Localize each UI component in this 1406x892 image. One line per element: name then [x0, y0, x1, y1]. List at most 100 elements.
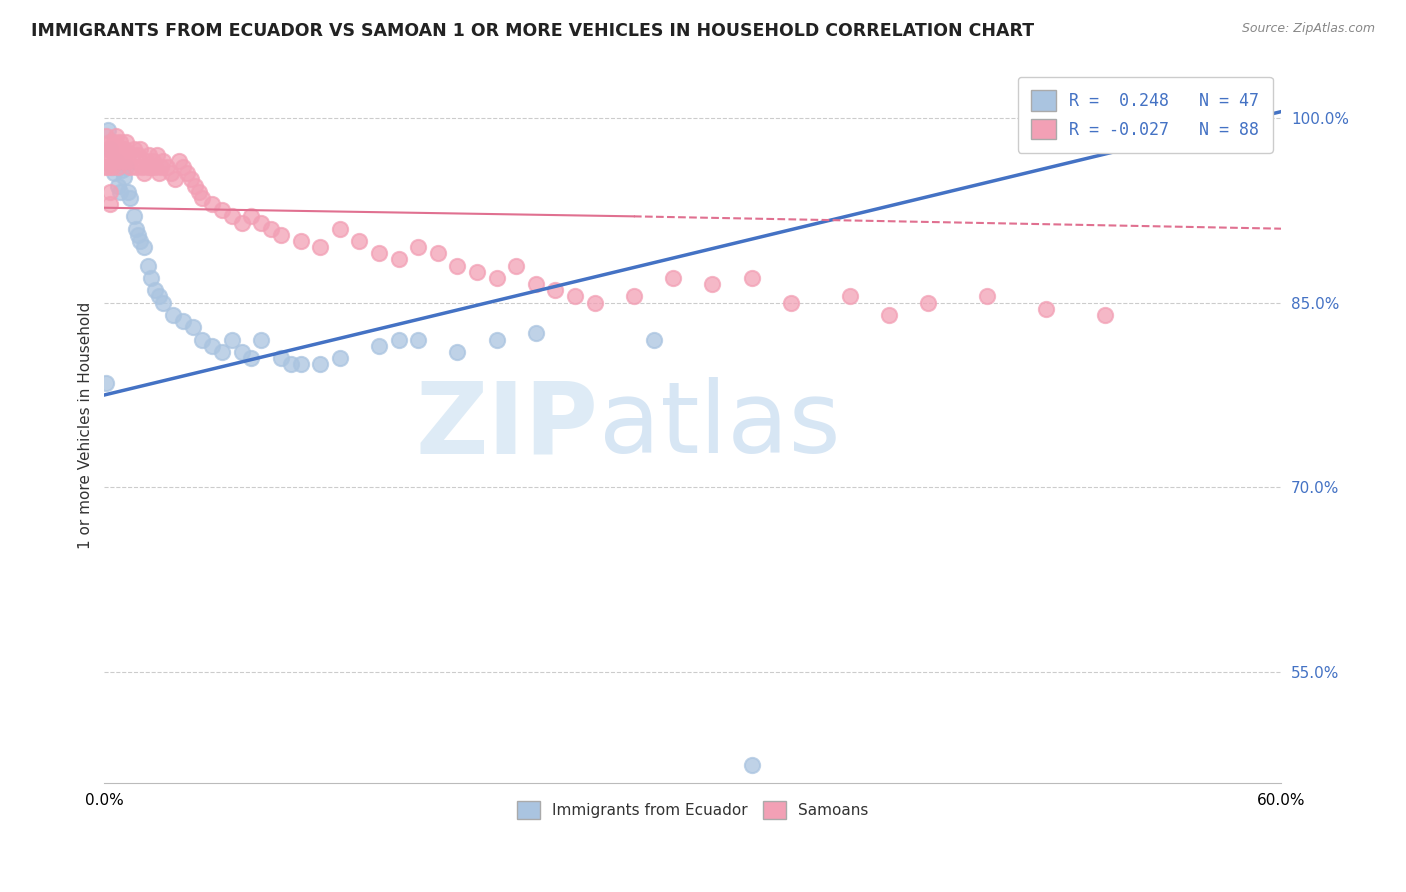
Point — [465, 265, 488, 279]
Point — [162, 308, 184, 322]
Point — [406, 240, 429, 254]
Point — [112, 169, 135, 184]
Point — [702, 277, 724, 292]
Point — [485, 333, 508, 347]
Point — [349, 234, 371, 248]
Point — [250, 215, 273, 229]
Point — [152, 295, 174, 310]
Point — [115, 160, 138, 174]
Point — [138, 147, 160, 161]
Point — [142, 153, 165, 168]
Point — [103, 166, 125, 180]
Point — [93, 160, 115, 174]
Point — [877, 308, 900, 322]
Y-axis label: 1 or more Vehicles in Household: 1 or more Vehicles in Household — [79, 302, 93, 549]
Point — [270, 227, 292, 242]
Point — [485, 271, 508, 285]
Point — [623, 289, 645, 303]
Point — [98, 142, 121, 156]
Point — [221, 210, 243, 224]
Point — [976, 289, 998, 303]
Point — [564, 289, 586, 303]
Point — [96, 147, 118, 161]
Point — [240, 210, 263, 224]
Point — [101, 142, 124, 156]
Text: IMMIGRANTS FROM ECUADOR VS SAMOAN 1 OR MORE VEHICLES IN HOUSEHOLD CORRELATION CH: IMMIGRANTS FROM ECUADOR VS SAMOAN 1 OR M… — [31, 22, 1033, 40]
Point — [146, 147, 169, 161]
Point — [156, 160, 179, 174]
Point — [118, 191, 141, 205]
Point — [148, 166, 170, 180]
Point — [221, 333, 243, 347]
Point — [309, 240, 332, 254]
Point — [309, 357, 332, 371]
Point — [97, 160, 120, 174]
Point — [132, 240, 155, 254]
Point — [583, 295, 606, 310]
Point — [176, 166, 198, 180]
Point — [111, 162, 134, 177]
Point — [180, 172, 202, 186]
Point — [112, 153, 135, 168]
Text: ZIP: ZIP — [416, 377, 599, 475]
Point — [97, 142, 120, 156]
Point — [231, 215, 253, 229]
Point — [231, 344, 253, 359]
Point — [107, 160, 129, 174]
Point — [163, 172, 186, 186]
Point — [1152, 107, 1174, 121]
Point — [387, 252, 409, 267]
Point — [290, 234, 312, 248]
Point — [98, 153, 121, 168]
Point — [741, 757, 763, 772]
Point — [662, 271, 685, 285]
Point — [1094, 308, 1116, 322]
Point — [191, 191, 214, 205]
Point — [103, 153, 125, 168]
Point — [121, 147, 143, 161]
Point — [136, 259, 159, 273]
Point — [191, 333, 214, 347]
Point — [122, 210, 145, 224]
Point — [145, 160, 167, 174]
Point — [122, 142, 145, 156]
Point — [135, 153, 157, 168]
Point — [260, 221, 283, 235]
Point — [426, 246, 449, 260]
Point — [150, 160, 173, 174]
Point — [290, 357, 312, 371]
Point — [387, 333, 409, 347]
Point — [98, 197, 121, 211]
Point — [524, 277, 547, 292]
Point — [172, 160, 194, 174]
Point — [111, 147, 134, 161]
Point — [201, 197, 224, 211]
Point — [643, 333, 665, 347]
Point — [98, 185, 121, 199]
Point — [112, 142, 135, 156]
Point — [160, 166, 183, 180]
Point — [280, 357, 302, 371]
Point — [145, 283, 167, 297]
Point — [101, 160, 124, 174]
Point — [141, 160, 163, 174]
Point — [108, 153, 131, 168]
Point — [107, 178, 129, 193]
Point — [329, 351, 352, 365]
Point — [250, 333, 273, 347]
Point — [240, 351, 263, 365]
Point — [117, 185, 139, 199]
Point — [107, 142, 129, 156]
Point — [152, 153, 174, 168]
Point — [1035, 301, 1057, 316]
Point — [115, 136, 138, 150]
Point — [141, 271, 163, 285]
Point — [103, 136, 125, 150]
Point — [98, 136, 121, 150]
Legend: Immigrants from Ecuador, Samoans: Immigrants from Ecuador, Samoans — [510, 795, 875, 825]
Point — [201, 339, 224, 353]
Text: Source: ZipAtlas.com: Source: ZipAtlas.com — [1241, 22, 1375, 36]
Point — [446, 259, 468, 273]
Point — [117, 153, 139, 168]
Point — [524, 326, 547, 341]
